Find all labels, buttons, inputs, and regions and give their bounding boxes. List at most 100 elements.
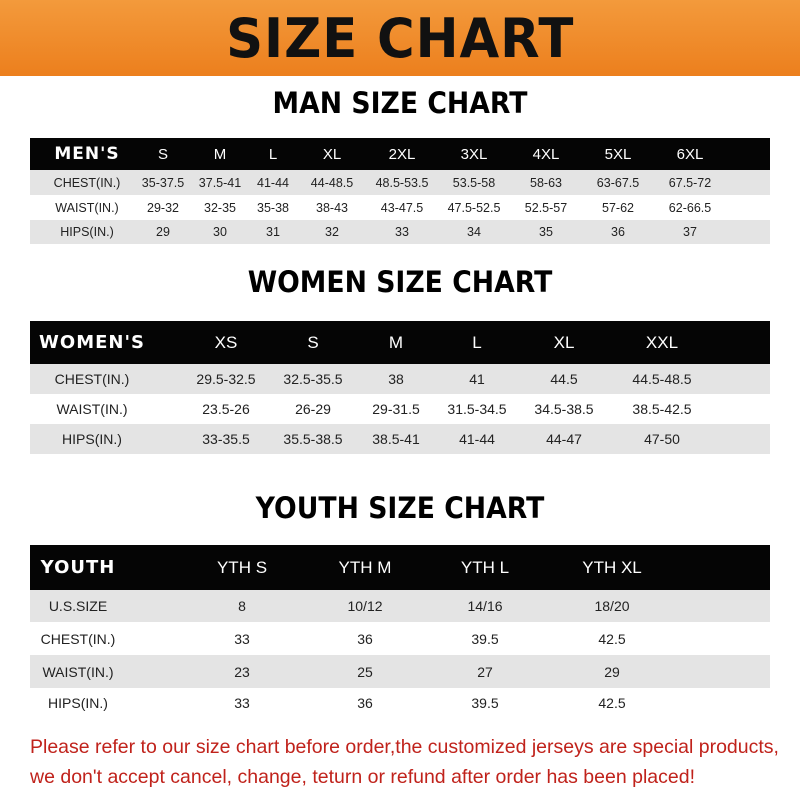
measurement-cell: 63-67.5 bbox=[596, 175, 640, 190]
measurement-cell: 25 bbox=[357, 663, 373, 680]
notice-line-1: Please refer to our size chart before or… bbox=[30, 736, 779, 758]
notice-line-2: we don't accept cancel, change, teturn o… bbox=[30, 766, 695, 788]
size-chart-banner: SIZE CHART bbox=[0, 0, 800, 76]
measurement-cell: 37 bbox=[683, 225, 697, 239]
youth-chart-title: YOUTH SIZE CHART bbox=[255, 491, 545, 525]
men-size-table: MEN'S S M L XL 2XL 3XL 4XL 5XL 6XL CHEST(IN.) 35-37… bbox=[30, 138, 770, 244]
women-size-table: WOMEN'S XS S M L XL XXL CHEST(IN.) 29.5-32.5 32.5… bbox=[30, 321, 770, 454]
measurement-cell: 44-48.5 bbox=[310, 175, 354, 190]
measurement-cell: 33-35.5 bbox=[202, 431, 250, 447]
row-label: WAIST(IN.) bbox=[42, 663, 114, 680]
measurement-cell: 43-47.5 bbox=[380, 200, 424, 215]
measurement-cell: 44-47 bbox=[546, 431, 582, 447]
measurement-cell: 44.5-48.5 bbox=[632, 371, 692, 387]
measurement-cell: 31.5-34.5 bbox=[447, 401, 507, 417]
measurement-cell: 29.5-32.5 bbox=[196, 371, 256, 387]
size-column-header: 4XL bbox=[532, 145, 560, 163]
table-row: CHEST(IN.) 35-37.5 37.5-41 41-44 44-48.5 48.5… bbox=[30, 170, 770, 195]
measurement-cell: 36 bbox=[357, 630, 373, 647]
row-label: U.S.SIZE bbox=[48, 598, 108, 614]
size-column-header: 2XL bbox=[388, 145, 416, 163]
row-label: HIPS(IN.) bbox=[60, 225, 114, 239]
measurement-cell: 29 bbox=[604, 663, 620, 680]
banner-title: SIZE CHART bbox=[225, 6, 575, 70]
row-label: WAIST(IN.) bbox=[56, 401, 128, 417]
table-row: HIPS(IN.) 29 30 31 32 33 34 35 36 37 bbox=[30, 220, 770, 244]
measurement-cell: 34.5-38.5 bbox=[534, 401, 594, 417]
measurement-cell: 42.5 bbox=[598, 630, 626, 647]
measurement-cell: 35.5-38.5 bbox=[283, 431, 343, 447]
measurement-cell: 52.5-57 bbox=[524, 200, 568, 215]
measurement-cell: 38.5-41 bbox=[372, 431, 420, 447]
size-column-header: S bbox=[307, 332, 319, 352]
measurement-cell: 67.5-72 bbox=[668, 175, 712, 190]
measurement-cell: 33 bbox=[395, 225, 409, 239]
measurement-cell: 18/20 bbox=[594, 598, 630, 614]
measurement-cell: 39.5 bbox=[471, 695, 499, 711]
size-column-header: XS bbox=[214, 332, 238, 352]
measurement-cell: 36 bbox=[357, 695, 373, 711]
table-row: WAIST(IN.) 23.5-26 26-29 29-31.5 31.5-34.5 34… bbox=[30, 394, 770, 424]
table-header: YOUTH YTH S YTH M YTH L YTH XL bbox=[30, 545, 770, 590]
measurement-cell: 48.5-53.5 bbox=[375, 175, 429, 190]
table-label: YOUTH bbox=[40, 557, 116, 578]
measurement-cell: 8 bbox=[238, 598, 246, 614]
measurement-cell: 23 bbox=[234, 663, 250, 680]
row-label: WAIST(IN.) bbox=[55, 200, 119, 215]
measurement-cell: 32 bbox=[325, 225, 339, 239]
table-row: HIPS(IN.) 33-35.5 35.5-38.5 38.5-41 41-44 44-… bbox=[30, 424, 770, 454]
youth-size-table: YOUTH YTH S YTH M YTH L YTH XL U.S.SIZE 8 10/12… bbox=[30, 545, 770, 718]
size-column-header: M bbox=[213, 145, 227, 163]
measurement-cell: 35 bbox=[539, 225, 553, 239]
measurement-cell: 41-44 bbox=[257, 175, 289, 190]
measurement-cell: 36 bbox=[611, 225, 625, 239]
table-row: WAIST(IN.) 29-32 32-35 35-38 38-43 43-47.5 47.… bbox=[30, 195, 770, 220]
women-chart-title: WOMEN SIZE CHART bbox=[247, 265, 553, 299]
measurement-cell: 33 bbox=[234, 695, 250, 711]
table-row: WAIST(IN.) 23 25 27 29 bbox=[30, 655, 770, 688]
measurement-cell: 57-62 bbox=[602, 200, 634, 215]
size-column-header: XL bbox=[322, 145, 342, 163]
measurement-cell: 29-31.5 bbox=[372, 401, 420, 417]
table-header: MEN'S S M L XL 2XL 3XL 4XL 5XL 6XL bbox=[30, 138, 770, 170]
measurement-cell: 32-35 bbox=[204, 200, 236, 215]
row-label: CHEST(IN.) bbox=[53, 175, 121, 190]
size-column-header: L bbox=[472, 332, 482, 352]
measurement-cell: 35-38 bbox=[257, 200, 289, 215]
table-label: WOMEN'S bbox=[39, 332, 145, 353]
size-column-header: YTH S bbox=[216, 557, 268, 577]
row-label: CHEST(IN.) bbox=[54, 371, 130, 387]
measurement-cell: 41 bbox=[469, 371, 485, 387]
size-column-header: L bbox=[268, 145, 278, 163]
measurement-cell: 33 bbox=[234, 630, 250, 647]
table-header: WOMEN'S XS S M L XL XXL bbox=[30, 321, 770, 364]
table-row: HIPS(IN.) 33 36 39.5 42.5 bbox=[30, 688, 770, 718]
measurement-cell: 53.5-58 bbox=[452, 175, 496, 190]
measurement-cell: 27 bbox=[477, 663, 493, 680]
table-row: CHEST(IN.) 29.5-32.5 32.5-35.5 38 41 44.5 44.5… bbox=[30, 364, 770, 394]
measurement-cell: 34 bbox=[467, 225, 481, 239]
measurement-cell: 31 bbox=[266, 225, 280, 239]
men-chart-title: MAN SIZE CHART bbox=[272, 86, 528, 120]
row-label: CHEST(IN.) bbox=[40, 630, 116, 647]
measurement-cell: 44.5 bbox=[550, 371, 578, 387]
table-row: CHEST(IN.) 33 36 39.5 42.5 bbox=[30, 622, 770, 655]
size-column-header: YTH L bbox=[460, 557, 510, 577]
measurement-cell: 58-63 bbox=[530, 175, 562, 190]
measurement-cell: 32.5-35.5 bbox=[283, 371, 343, 387]
size-column-header: XL bbox=[553, 332, 575, 352]
size-column-header: S bbox=[157, 145, 169, 163]
measurement-cell: 38.5-42.5 bbox=[632, 401, 692, 417]
measurement-cell: 35-37.5 bbox=[141, 175, 185, 190]
order-notice: Please refer to our size chart before or… bbox=[30, 732, 790, 792]
measurement-cell: 26-29 bbox=[295, 401, 331, 417]
measurement-cell: 14/16 bbox=[467, 598, 503, 614]
row-label: HIPS(IN.) bbox=[62, 431, 122, 447]
measurement-cell: 37.5-41 bbox=[198, 175, 242, 190]
size-column-header: XXL bbox=[645, 332, 679, 352]
row-label: HIPS(IN.) bbox=[48, 695, 108, 711]
table-label: MEN'S bbox=[54, 144, 120, 164]
size-column-header: 3XL bbox=[460, 145, 488, 163]
size-column-header: 6XL bbox=[676, 145, 704, 163]
measurement-cell: 29-32 bbox=[147, 200, 179, 215]
